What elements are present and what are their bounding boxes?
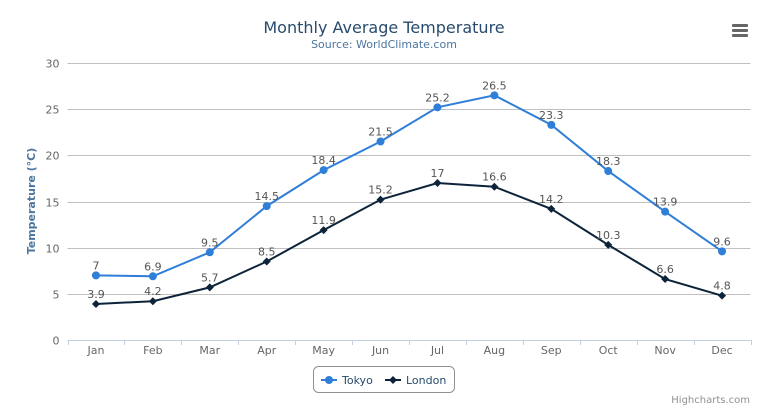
credits-link[interactable]: Highcharts.com	[671, 395, 750, 406]
data-label-tokyo: 6.9	[144, 260, 162, 273]
x-tick-label: Mar	[199, 344, 220, 357]
x-tick-label: Jan	[86, 344, 104, 357]
x-tick-label: Sep	[541, 344, 562, 357]
data-point-london[interactable]	[604, 240, 613, 249]
data-label-tokyo: 23.3	[539, 109, 564, 122]
data-point-london[interactable]	[91, 299, 100, 308]
data-label-tokyo: 13.9	[653, 196, 678, 209]
y-tick-label: 20	[46, 150, 60, 163]
y-tick-label: 0	[53, 335, 60, 348]
data-point-tokyo[interactable]	[718, 247, 727, 256]
data-label-tokyo: 18.4	[311, 154, 336, 167]
data-point-london[interactable]	[262, 257, 271, 266]
data-point-tokyo[interactable]	[604, 167, 613, 176]
legend-label-london: London	[406, 374, 446, 387]
data-label-tokyo: 14.5	[254, 190, 279, 203]
data-point-tokyo[interactable]	[205, 248, 214, 257]
hamburger-menu-icon[interactable]	[731, 22, 749, 40]
data-point-tokyo[interactable]	[262, 202, 271, 211]
y-tick-label: 15	[46, 197, 60, 210]
chart-title: Monthly Average Temperature	[263, 18, 504, 37]
x-tick-label: Feb	[143, 344, 162, 357]
x-tick-label: Jul	[430, 344, 444, 357]
data-label-tokyo: 25.2	[425, 91, 450, 104]
data-label-london: 14.2	[539, 193, 564, 206]
circle-marker-icon	[325, 376, 333, 384]
data-label-london: 6.6	[656, 263, 674, 276]
x-tick-label: Oct	[599, 344, 619, 357]
data-point-london[interactable]	[148, 297, 157, 306]
x-tick-label: Dec	[711, 344, 732, 357]
x-tick-label: Jun	[371, 344, 389, 357]
data-point-tokyo[interactable]	[661, 207, 670, 216]
data-point-london[interactable]	[490, 182, 499, 191]
data-point-tokyo[interactable]	[547, 120, 556, 129]
data-label-london: 4.8	[713, 280, 731, 293]
data-label-tokyo: 7	[92, 259, 99, 272]
data-label-london: 10.3	[596, 229, 621, 242]
legend-item-tokyo[interactable]: Tokyo	[321, 374, 373, 387]
series-line-london	[95, 182, 723, 305]
data-label-tokyo: 26.5	[482, 79, 507, 92]
y-tick-label: 10	[46, 243, 60, 256]
y-axis-title: Temperature (°C)	[25, 148, 38, 255]
data-point-tokyo[interactable]	[148, 272, 157, 281]
x-tick-label: Nov	[654, 344, 676, 357]
data-label-tokyo: 9.5	[201, 236, 219, 249]
data-point-tokyo[interactable]	[319, 166, 328, 175]
data-label-london: 8.5	[258, 246, 276, 259]
data-label-london: 16.6	[482, 171, 507, 184]
data-point-london[interactable]	[718, 291, 727, 300]
legend-item-london[interactable]: London	[385, 374, 446, 387]
x-tick-label: Aug	[484, 344, 505, 357]
legend-label-tokyo: Tokyo	[341, 374, 373, 387]
x-tick-label: May	[312, 344, 335, 357]
data-label-london: 4.2	[144, 285, 162, 298]
data-label-tokyo: 21.5	[368, 125, 393, 138]
data-point-london[interactable]	[319, 226, 328, 235]
data-label-tokyo: 9.6	[713, 235, 731, 248]
data-label-london: 3.9	[87, 288, 105, 301]
y-tick-label: 5	[53, 289, 60, 302]
data-label-london: 11.9	[311, 214, 336, 227]
chart-subtitle: Source: WorldClimate.com	[311, 38, 457, 51]
data-point-london[interactable]	[547, 204, 556, 213]
series-line-tokyo	[95, 94, 723, 278]
x-tick-label: Apr	[257, 344, 277, 357]
data-label-london: 15.2	[368, 184, 393, 197]
data-point-tokyo[interactable]	[490, 91, 499, 100]
data-label-london: 17	[430, 167, 444, 180]
y-tick-label: 30	[46, 58, 60, 71]
data-point-tokyo[interactable]	[91, 271, 100, 280]
diamond-marker-icon	[389, 376, 397, 384]
data-point-london[interactable]	[376, 195, 385, 204]
data-point-tokyo[interactable]	[376, 137, 385, 146]
data-point-tokyo[interactable]	[433, 103, 442, 112]
data-point-london[interactable]	[433, 179, 442, 188]
legend: Tokyo London	[313, 366, 455, 393]
data-point-london[interactable]	[205, 283, 214, 292]
y-tick-label: 25	[46, 104, 60, 117]
data-label-tokyo: 18.3	[596, 155, 621, 168]
data-point-london[interactable]	[661, 275, 670, 284]
data-label-london: 5.7	[201, 271, 219, 284]
